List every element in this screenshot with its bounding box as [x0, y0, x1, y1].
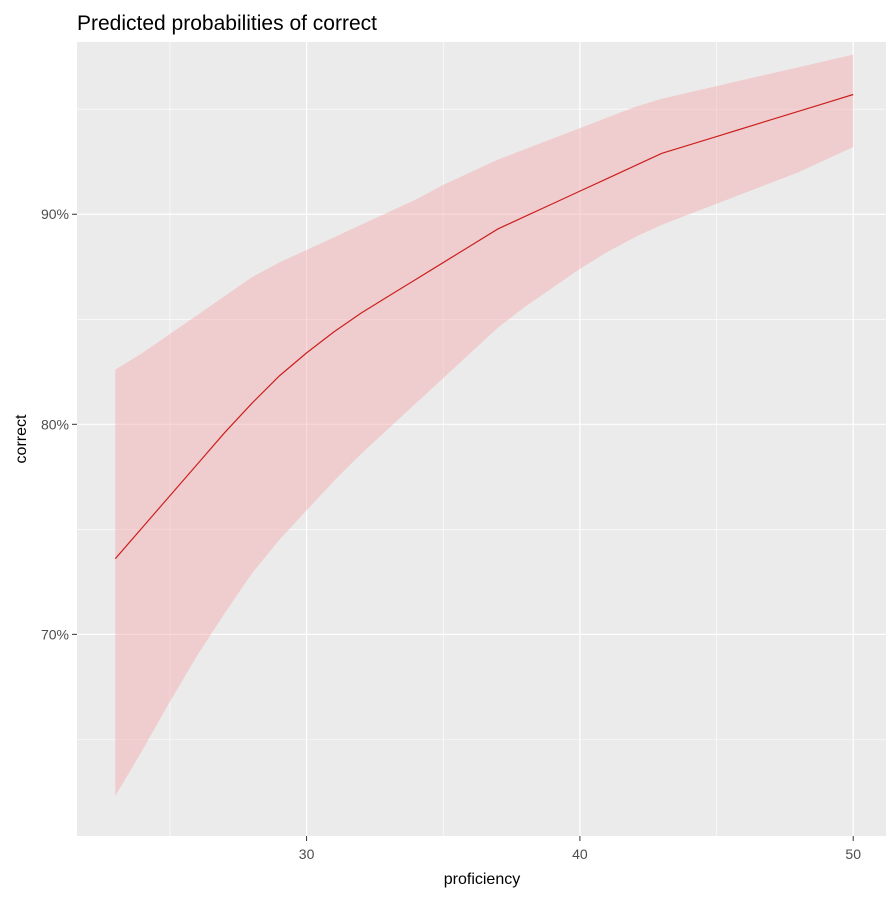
- x-tick-label: 40: [572, 846, 588, 862]
- minor-gridlines: [77, 42, 886, 836]
- y-axis: 70% 80% 90%: [41, 206, 77, 642]
- major-gridlines: [77, 42, 886, 836]
- x-axis-title: proficiency: [444, 871, 520, 888]
- y-tick-label: 90%: [41, 206, 69, 222]
- plot-panel: [77, 42, 886, 836]
- x-axis: 30 40 50: [299, 836, 861, 862]
- predicted-line: [114, 93, 854, 560]
- x-tick-label: 50: [845, 846, 861, 862]
- y-tick-label: 70%: [41, 626, 69, 642]
- y-axis-title: correct: [13, 414, 30, 463]
- confidence-band: [115, 54, 854, 797]
- chart-title: Predicted probabilities of correct: [77, 12, 377, 35]
- y-tick-label: 80%: [41, 416, 69, 432]
- x-tick-label: 30: [299, 846, 315, 862]
